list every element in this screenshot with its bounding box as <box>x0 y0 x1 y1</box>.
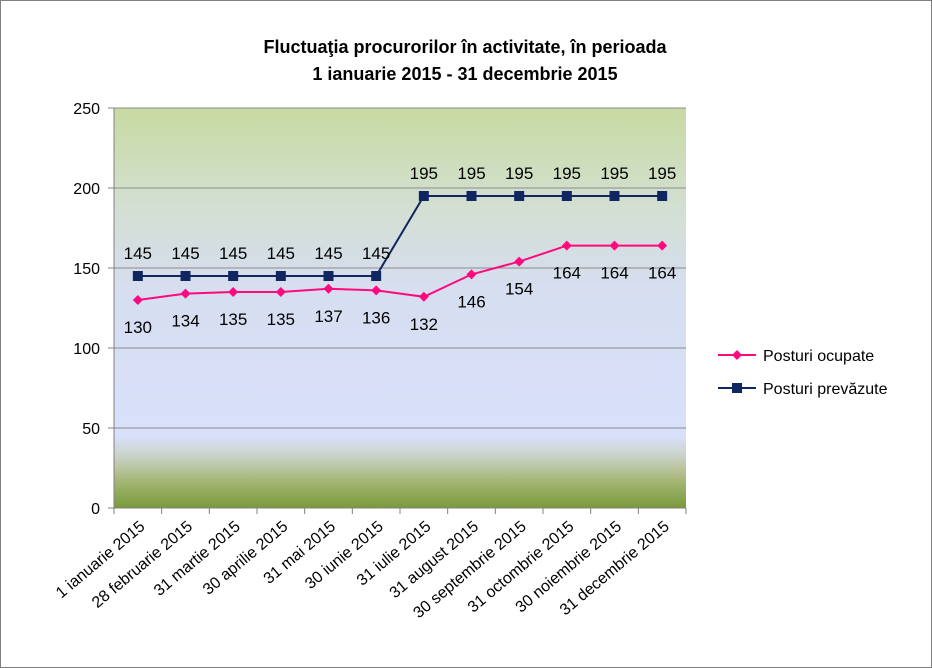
data-label-posturi-prevazute: 195 <box>457 164 485 183</box>
point-posturi-ocupate <box>371 285 382 296</box>
data-label-posturi-ocupate: 164 <box>600 264 628 283</box>
data-label-posturi-prevazute: 145 <box>362 244 390 263</box>
y-tick-label: 250 <box>73 101 100 118</box>
point-posturi-prevazute <box>275 271 286 281</box>
series-line-posturi-prevazute <box>137 195 663 277</box>
series-group <box>132 191 668 305</box>
data-label-posturi-ocupate: 164 <box>648 264 676 283</box>
x-tick-label: 30 aprilie 2015 <box>200 518 291 599</box>
data-label-posturi-prevazute: 145 <box>219 244 247 263</box>
point-posturi-ocupate <box>514 256 525 267</box>
data-labels: 130 134 135 135 137 136 132 146 154 164 164 164 145 1… <box>124 164 677 337</box>
point-posturi-ocupate <box>466 269 477 280</box>
data-label-posturi-prevazute: 195 <box>600 164 628 183</box>
legend-marker-square <box>732 383 742 393</box>
data-label-posturi-prevazute: 145 <box>314 244 342 263</box>
plot-area <box>114 108 686 508</box>
chart-title: Fluctuaţia procurorilor în activitate, î… <box>263 37 667 84</box>
data-label-posturi-prevazute: 145 <box>124 244 152 263</box>
data-label-posturi-prevazute: 195 <box>553 164 581 183</box>
data-label-posturi-ocupate: 164 <box>553 264 581 283</box>
series-line-posturi-ocupate <box>137 244 663 301</box>
data-label-posturi-ocupate: 136 <box>362 308 390 327</box>
point-posturi-prevazute <box>609 191 620 201</box>
point-posturi-ocupate <box>609 240 620 251</box>
legend: Posturi ocupate Posturi prevăzute <box>718 348 888 398</box>
point-posturi-prevazute <box>228 271 239 281</box>
legend-marker-diamond <box>732 350 742 360</box>
data-label-posturi-ocupate: 154 <box>505 280 533 299</box>
legend-label: Posturi ocupate <box>763 348 874 365</box>
point-posturi-prevazute <box>371 271 382 281</box>
chart-title-line: 1 ianuarie 2015 - 31 decembrie 2015 <box>312 64 617 84</box>
point-posturi-ocupate <box>657 240 668 251</box>
data-label-posturi-prevazute: 195 <box>410 164 438 183</box>
y-tick-label: 50 <box>82 421 100 438</box>
data-label-posturi-prevazute: 195 <box>505 164 533 183</box>
data-label-posturi-ocupate: 135 <box>267 310 295 329</box>
point-posturi-ocupate <box>180 288 191 299</box>
legend-item-posturi-prevazute: Posturi prevăzute <box>718 381 888 398</box>
data-label-posturi-ocupate: 135 <box>219 310 247 329</box>
point-posturi-ocupate <box>418 291 429 302</box>
point-posturi-prevazute <box>418 191 429 201</box>
y-tick-label: 100 <box>73 341 100 358</box>
chart-title-line: Fluctuaţia procurorilor în activitate, î… <box>263 37 667 57</box>
gridlines <box>114 107 686 429</box>
legend-label: Posturi prevăzute <box>763 381 888 398</box>
data-label-posturi-ocupate: 132 <box>410 315 438 334</box>
point-posturi-prevazute <box>132 271 143 281</box>
data-label-posturi-ocupate: 130 <box>124 318 152 337</box>
y-tick-label: 150 <box>73 261 100 278</box>
point-posturi-ocupate <box>323 283 334 294</box>
point-posturi-prevazute <box>180 271 191 281</box>
data-label-posturi-prevazute: 195 <box>648 164 676 183</box>
data-label-posturi-ocupate: 146 <box>457 292 485 311</box>
point-posturi-prevazute <box>466 191 477 201</box>
point-posturi-ocupate <box>132 295 143 305</box>
legend-item-posturi-ocupate: Posturi ocupate <box>718 348 874 365</box>
y-tick-label: 200 <box>73 181 100 198</box>
data-label-posturi-prevazute: 145 <box>171 244 199 263</box>
y-tick-label: 0 <box>91 501 100 518</box>
x-tick-label: 31 martie 2015 <box>151 518 244 600</box>
data-label-posturi-ocupate: 134 <box>171 312 199 331</box>
point-posturi-ocupate <box>228 287 239 297</box>
point-posturi-prevazute <box>514 191 525 201</box>
data-label-posturi-ocupate: 137 <box>314 307 342 326</box>
data-label-posturi-prevazute: 145 <box>267 244 295 263</box>
point-posturi-prevazute <box>561 191 572 201</box>
y-axis-ticks: 0 50 100 150 200 250 <box>73 101 114 518</box>
point-posturi-prevazute <box>657 191 668 201</box>
point-posturi-ocupate <box>275 287 286 297</box>
point-posturi-prevazute <box>323 271 334 281</box>
point-posturi-ocupate <box>561 240 572 251</box>
